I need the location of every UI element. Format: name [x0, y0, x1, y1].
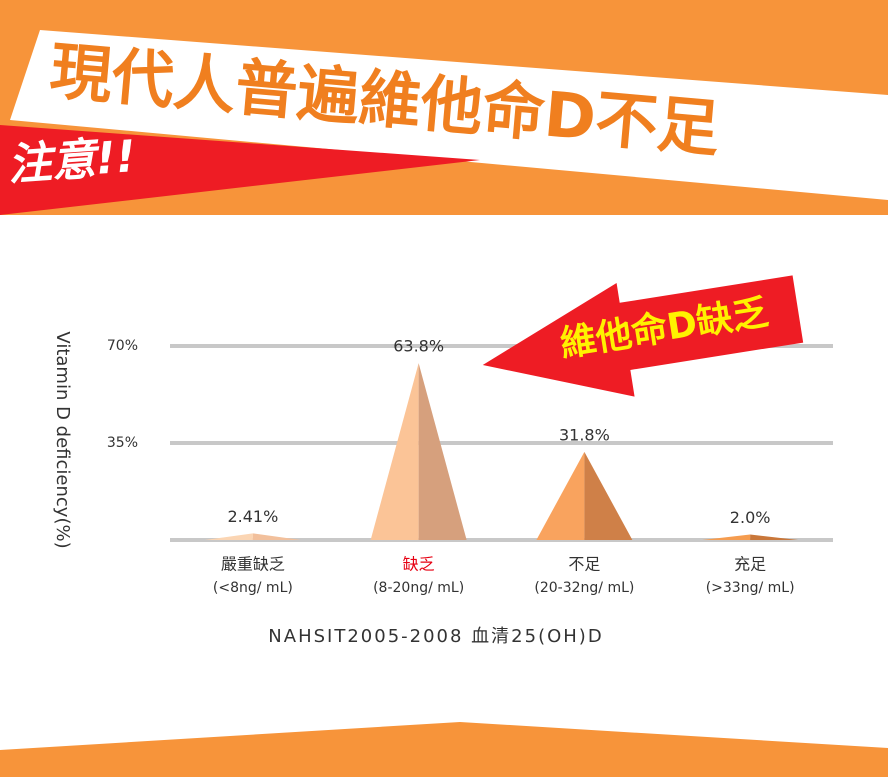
y-tick-label: 35% — [107, 435, 138, 451]
pyramid-left — [536, 451, 585, 540]
y-axis-label: Vitamin D deficiency(%) — [52, 331, 73, 548]
pyramid-left — [204, 533, 253, 540]
footer-band — [0, 722, 888, 777]
pyramid-right — [252, 533, 301, 540]
x-tick-range: (20-32ng/ mL) — [534, 580, 634, 596]
pyramid-left — [370, 363, 419, 540]
x-tick-range: (>33ng/ mL) — [706, 580, 795, 596]
pyramid-right — [584, 451, 633, 540]
arrow-shape — [482, 275, 804, 397]
title-band — [10, 30, 888, 200]
value-label: 2.41% — [227, 507, 278, 526]
pyramid-left — [702, 534, 751, 540]
x-tick-label: 嚴重缺乏 — [221, 555, 285, 574]
x-tick-range: (<8ng/ mL) — [213, 580, 293, 596]
x-tick-range: (8-20ng/ mL) — [373, 580, 464, 596]
pyramid-right — [418, 363, 467, 540]
callout-arrow: 維他命D缺乏 — [482, 275, 804, 397]
value-label: 2.0% — [730, 508, 771, 527]
x-tick-label: 充足 — [734, 555, 766, 574]
value-label: 31.8% — [559, 425, 610, 444]
badge: 注意!! — [6, 131, 137, 191]
x-tick-label: 不足 — [568, 555, 600, 574]
badge-band — [0, 125, 480, 215]
source: NAHSIT2005-2008 血清25(OH)D — [268, 626, 603, 647]
y-tick-label: 70% — [107, 338, 138, 354]
pyramid-right — [750, 534, 799, 540]
x-tick-label: 缺乏 — [403, 555, 435, 574]
value-label: 63.8% — [393, 337, 444, 356]
